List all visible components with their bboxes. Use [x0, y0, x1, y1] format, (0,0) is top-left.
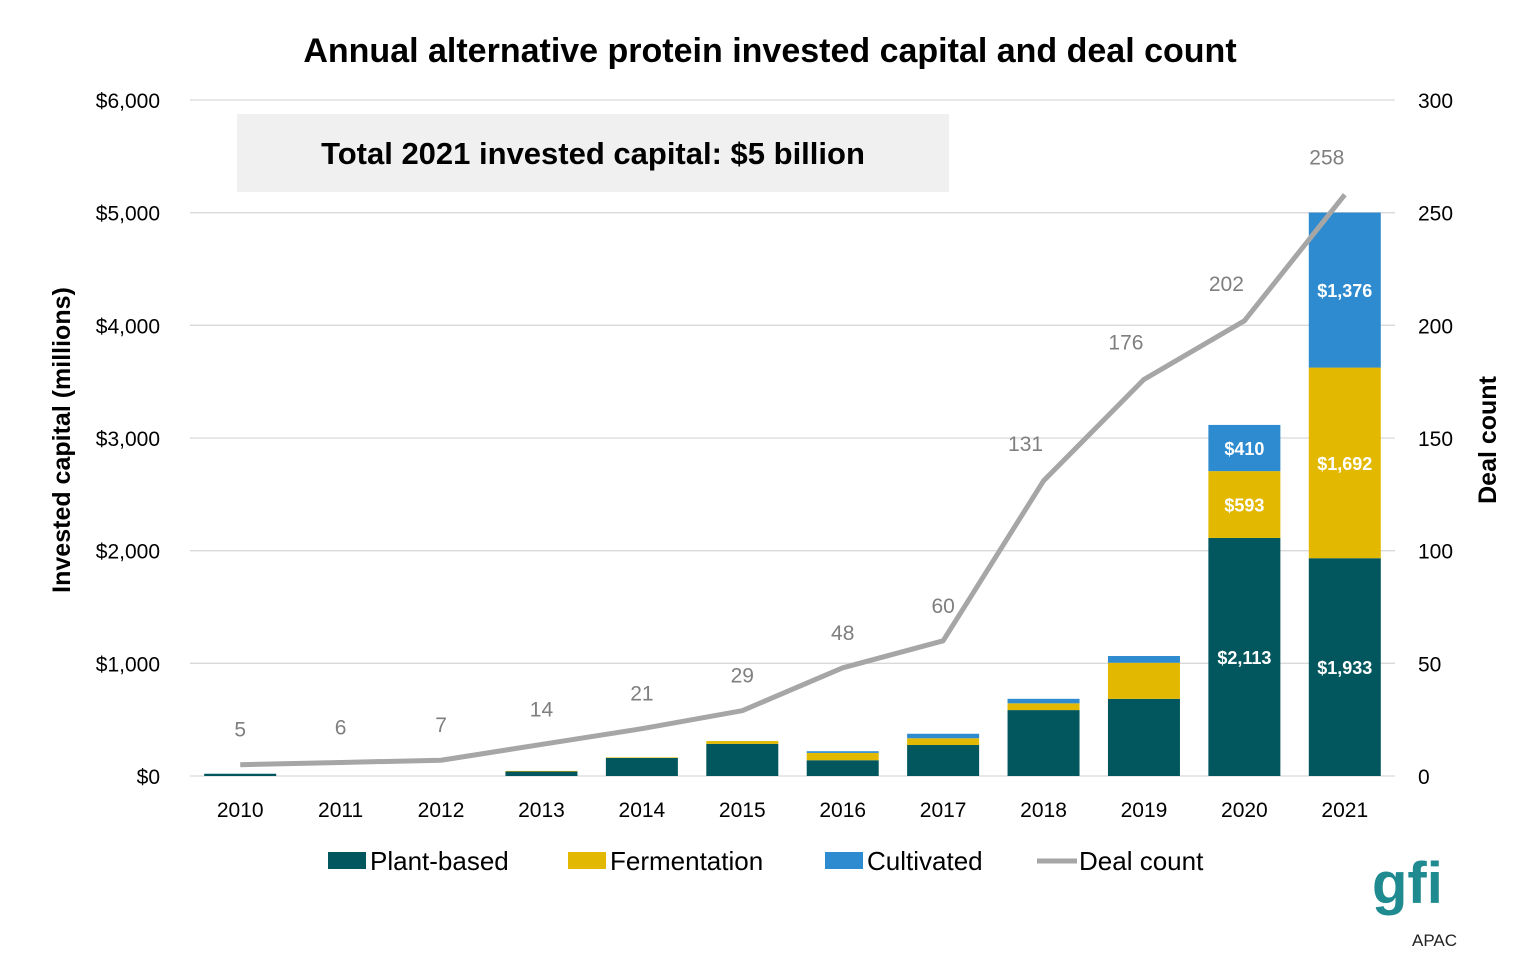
legend-label: Deal count — [1079, 846, 1204, 876]
y2-axis-label: Deal count — [1474, 375, 1502, 503]
legend-swatch — [825, 852, 863, 869]
deal-count-label: 131 — [1008, 433, 1043, 456]
x-tick-label: 2012 — [418, 799, 465, 822]
y-tick-label: $1,000 — [96, 653, 160, 676]
deal-count-label: 5 — [234, 719, 246, 742]
x-tick-label: 2020 — [1221, 799, 1268, 822]
deal-count-label: 176 — [1108, 331, 1143, 354]
y-tick-label: $5,000 — [96, 203, 160, 226]
y2-tick-label: 300 — [1418, 90, 1453, 113]
deal-count-line — [240, 193, 1347, 768]
bar-plant-based — [907, 745, 980, 776]
y-tick-label: $4,000 — [96, 315, 160, 338]
bar-plant-based — [605, 757, 678, 776]
bar-cultivated — [907, 733, 980, 739]
gfi-logo: gfi APAC — [1372, 851, 1457, 950]
bar-cultivated — [806, 751, 879, 753]
legend-label: Plant-based — [370, 846, 509, 876]
x-tick-label: 2014 — [619, 799, 666, 822]
deal-count-label: 60 — [931, 595, 954, 618]
bar-cultivated — [1007, 698, 1080, 704]
x-tick-label: 2015 — [719, 799, 766, 822]
deal-count-label: 258 — [1309, 147, 1344, 170]
chart-title: Annual alternative protein invested capi… — [303, 32, 1236, 70]
x-tick-label: 2018 — [1020, 799, 1067, 822]
deal-count-label: 6 — [335, 716, 347, 739]
legend-swatch — [328, 852, 366, 869]
bar-data-label: $2,113 — [1217, 648, 1271, 668]
x-tick-label: 2019 — [1121, 799, 1168, 822]
deal-count-label: 14 — [530, 698, 554, 721]
deal-count-label: 48 — [831, 622, 854, 645]
bar-fermentation — [1107, 662, 1180, 699]
bar-plant-based — [204, 773, 277, 776]
bar-fermentation — [505, 770, 578, 772]
bar-data-label: $410 — [1224, 439, 1264, 459]
bar-data-label: $1,933 — [1317, 658, 1372, 678]
bar-plant-based — [706, 743, 779, 776]
legend-label: Cultivated — [867, 846, 983, 876]
bar-plant-based — [1208, 537, 1281, 776]
bar-plant-based — [1107, 698, 1180, 776]
legend-swatch — [568, 852, 606, 869]
y2-tick-label: 50 — [1418, 653, 1441, 676]
y-tick-label: $2,000 — [96, 541, 160, 564]
y-tick-label: $6,000 — [96, 90, 160, 113]
x-tick-label: 2013 — [518, 799, 565, 822]
y2-tick-label: 150 — [1418, 428, 1453, 451]
legend: Plant-based Fermentation Cultivated Deal co… — [328, 846, 1204, 876]
bar-fermentation — [907, 738, 980, 746]
bar-data-label: $1,376 — [1317, 281, 1372, 301]
bar-fermentation — [706, 741, 779, 744]
y2-tick-label: 200 — [1418, 315, 1453, 338]
annotation-text: Total 2021 invested capital: $5 billion — [321, 136, 865, 171]
bar-cultivated — [1107, 656, 1180, 663]
deal-count-label: 7 — [435, 714, 447, 737]
y2-tick-label: 250 — [1418, 203, 1453, 226]
annotation-box — [237, 114, 949, 192]
x-tick-label: 2021 — [1321, 799, 1368, 822]
legend-label: Fermentation — [610, 846, 763, 876]
bar-data-label: $1,692 — [1317, 454, 1372, 474]
x-tick-label: 2011 — [318, 799, 363, 822]
bar-plant-based — [1308, 558, 1381, 776]
bar-fermentation — [1208, 471, 1281, 538]
y-axis-label: Invested capital (millions) — [48, 287, 76, 593]
bar-data-label: $593 — [1224, 496, 1264, 516]
bar-plant-based — [1007, 710, 1080, 776]
bar-fermentation — [605, 757, 678, 758]
bar-fermentation — [1308, 367, 1381, 559]
x-tick-label: 2010 — [217, 799, 264, 822]
bar-cultivated — [1208, 424, 1281, 472]
y2-tick-label: 100 — [1418, 541, 1453, 564]
bar-fermentation — [1007, 703, 1080, 711]
bar-cultivated — [1308, 212, 1381, 368]
y-tick-label: $3,000 — [96, 428, 160, 451]
deal-count-label: 202 — [1209, 273, 1244, 296]
x-tick-label: 2017 — [920, 799, 967, 822]
bar-plant-based — [505, 771, 578, 776]
y-tick-label: $0 — [137, 766, 160, 789]
bar-plant-based — [806, 760, 879, 776]
svg-text:gfi: gfi — [1372, 851, 1443, 916]
svg-text:APAC: APAC — [1412, 931, 1457, 950]
deal-count-label: 29 — [731, 665, 754, 688]
bar-fermentation — [806, 752, 879, 761]
deal-count-label: 21 — [630, 683, 653, 706]
x-tick-label: 2016 — [819, 799, 866, 822]
y2-tick-label: 0 — [1418, 766, 1430, 789]
